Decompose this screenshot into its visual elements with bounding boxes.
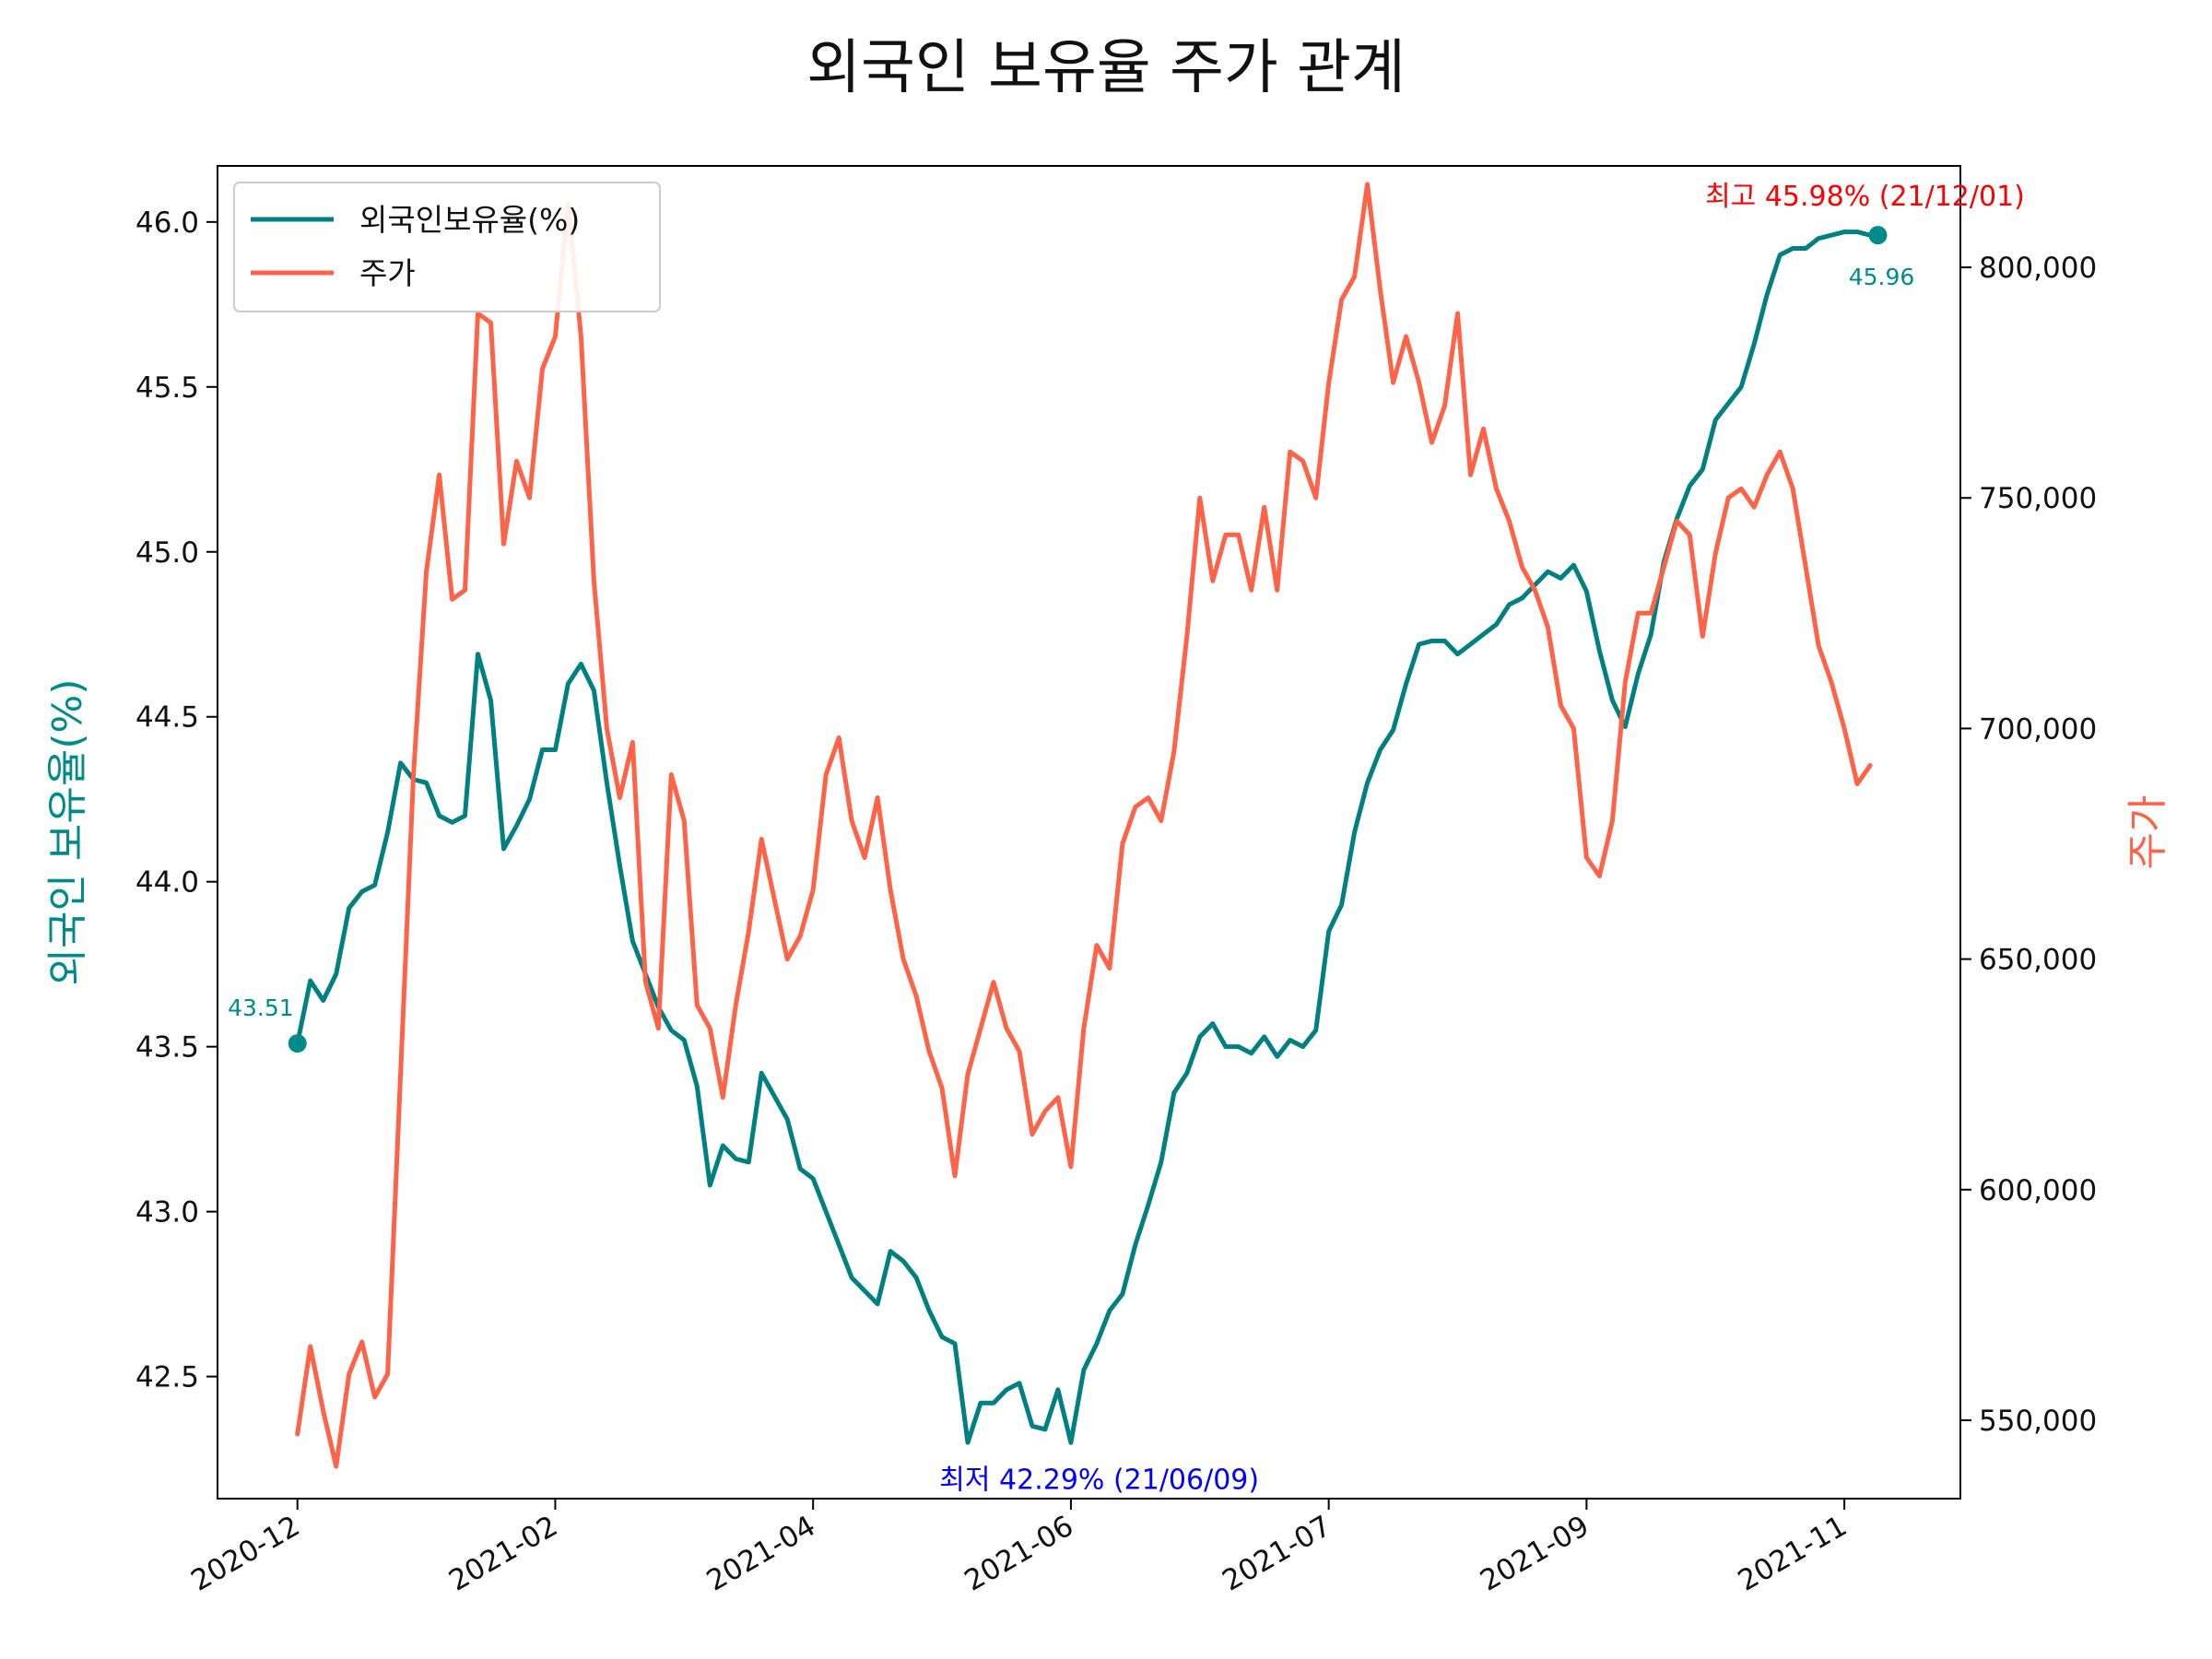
x-tick-label: 2021-07	[1217, 1510, 1336, 1598]
x-tick-label: 2021-09	[1475, 1510, 1594, 1598]
start-value-label: 43.51	[228, 994, 294, 1021]
series-layer	[295, 182, 1880, 1469]
x-tick-label: 2021-11	[1733, 1510, 1853, 1598]
y-tick-label-left: 45.5	[135, 371, 199, 405]
x-tick-label: 2021-06	[959, 1510, 1079, 1598]
y-tick-label-left: 45.0	[135, 536, 199, 570]
legend-label-stock-price: 주가	[359, 255, 416, 291]
min-annotation: 최저 42.29% (21/06/09)	[939, 1464, 1259, 1496]
y-tick-label-right: 600,000	[1979, 1174, 2097, 1207]
end-value-label: 45.96	[1849, 264, 1915, 290]
y-axis-label-right: 주가	[2124, 795, 2171, 870]
y-tick-label-left: 42.5	[135, 1361, 199, 1394]
y-tick-label-right: 650,000	[1979, 944, 2097, 977]
y-tick-label-right: 550,000	[1979, 1405, 2097, 1438]
legend-label-foreign-ratio: 외국인보유율(%)	[359, 202, 580, 238]
y-tick-label-left: 43.5	[135, 1031, 199, 1065]
annotation-layer: 최고 45.98% (21/12/01) 최저 42.29% (21/06/09)	[939, 181, 2025, 1496]
y-tick-label-right: 750,000	[1979, 482, 2097, 515]
legend-box	[233, 182, 661, 312]
marker-layer: 43.51 45.96	[228, 226, 1914, 1053]
series-line-stock-price	[295, 182, 1873, 1469]
start-marker	[288, 1034, 307, 1053]
legend: 외국인보유율(%) 주가	[233, 182, 661, 312]
plot-area	[217, 165, 1961, 1500]
y-tick-label-right: 700,000	[1979, 712, 2097, 746]
max-annotation: 최고 45.98% (21/12/01)	[1705, 181, 2025, 213]
chart-title: 외국인 보유율 주가 관계	[806, 34, 1406, 102]
y-tick-label-right: 800,000	[1979, 252, 2097, 285]
series-line-foreign-ratio	[295, 229, 1880, 1445]
end-marker	[1868, 226, 1888, 245]
y-tick-label-left: 43.0	[135, 1196, 199, 1230]
x-tick-label: 2021-02	[443, 1510, 563, 1598]
x-tick-label: 2021-04	[701, 1510, 821, 1598]
plot-frame	[217, 165, 1961, 1500]
x-tick-label: 2020-12	[185, 1510, 305, 1598]
y-tick-label-left: 44.5	[135, 701, 199, 735]
y-tick-label-left: 46.0	[135, 206, 199, 240]
y-tick-label-left: 44.0	[135, 866, 199, 900]
y-axis-label-left: 외국인 보유율(%)	[44, 678, 91, 985]
